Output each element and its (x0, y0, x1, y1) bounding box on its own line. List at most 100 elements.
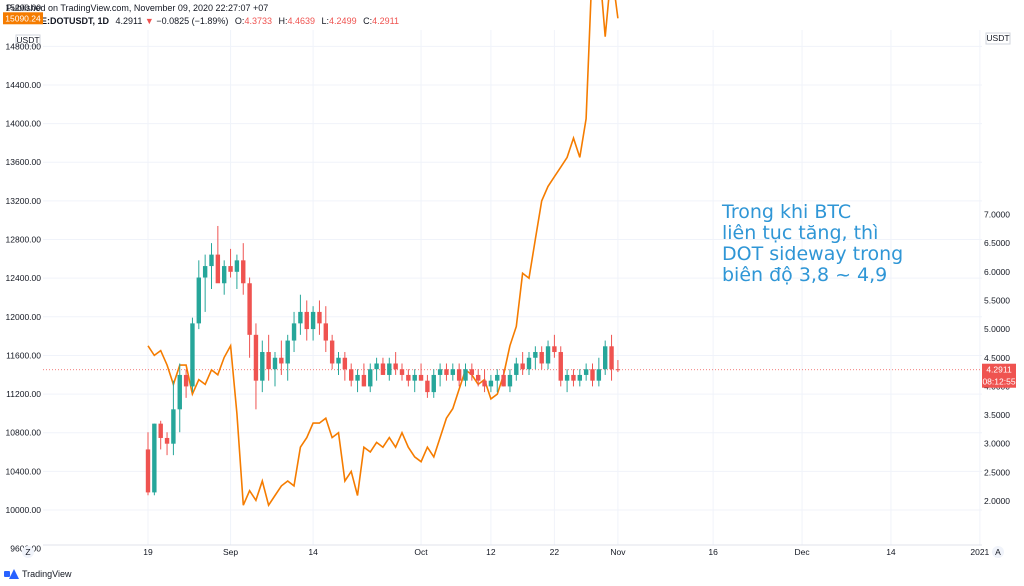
candle-body (323, 323, 328, 341)
x-tick-label: 16 (708, 547, 718, 557)
candle-body (603, 346, 608, 370)
left-tick-label: 10800.00 (6, 428, 42, 438)
high-value: 4.4639 (287, 16, 316, 26)
auto-scale-button[interactable] (992, 546, 1004, 558)
candle-body (393, 363, 398, 370)
candle-body (476, 374, 481, 381)
left-tick-label: 12400.00 (6, 273, 42, 283)
candle-body (222, 266, 227, 284)
candle-body (482, 380, 487, 387)
btc-price-badge: 15090.24 (5, 13, 41, 23)
left-axis-unit: USDT (16, 35, 39, 45)
candle-body (145, 449, 151, 493)
timezone-button[interactable] (22, 546, 34, 558)
left-tick-label: 14000.00 (6, 119, 42, 129)
candle-body (596, 369, 602, 381)
x-tick-label: Nov (610, 547, 626, 557)
candle-body (298, 311, 303, 324)
candle-body (228, 266, 233, 272)
grid (43, 30, 982, 545)
close-label: C: (363, 16, 373, 26)
right-tick-label: 3.0000 (984, 439, 1010, 449)
right-tick-label: 5.0000 (984, 324, 1010, 334)
candle-body (285, 340, 290, 364)
annotation-line-4: biên độ 3,8 ~ 4,9 (722, 264, 888, 286)
candle-body (310, 311, 316, 330)
x-tick-label: Oct (414, 547, 428, 557)
left-tick-label: 13200.00 (6, 196, 42, 206)
candle-body (336, 357, 341, 364)
candle-body (406, 374, 411, 381)
x-tick-label: 2021 (970, 547, 989, 557)
right-tick-label: 4.5000 (984, 353, 1010, 363)
close-value: 4.2911 (372, 16, 399, 26)
candle-body (552, 346, 557, 353)
candle-body (190, 323, 195, 387)
candle-body (514, 363, 519, 375)
candle-body (247, 283, 252, 335)
high-label: H: (278, 16, 288, 26)
candle-body (279, 357, 284, 364)
candle-body (571, 374, 576, 381)
x-tick-label: 22 (550, 547, 560, 557)
candle-body (291, 323, 297, 341)
annotation-line-2: liên tục tăng, thì (722, 222, 879, 244)
left-tick-label: 15200.00 (6, 3, 42, 13)
right-tick-label: 6.0000 (984, 267, 1010, 277)
candle-body (355, 374, 360, 381)
candle-body (183, 374, 189, 387)
chart-annotation: Trong khi BTC liên tục tăng, thì DOT sid… (722, 202, 922, 286)
timezone-z-icon: Z (25, 547, 30, 557)
auto-scale-a-icon: A (995, 547, 1001, 557)
change-arrow-icon: ▼ (144, 16, 154, 26)
axis-badges: 15090.24 4.2911 08:12:55 (3, 12, 1016, 388)
left-axis: USDT 16000.0015600.0015200.0014800.00144… (6, 3, 42, 554)
candle-body (412, 374, 417, 381)
candle-body (152, 423, 157, 493)
tradingview-branding[interactable]: TradingView (4, 569, 72, 579)
x-tick-label: 14 (308, 547, 318, 557)
symbol-legend: BINANCE:DOTUSDT, 1D 4.2911 ▼ −0.0825 (−1… (6, 16, 399, 26)
candle-body (317, 311, 322, 324)
candle-body (241, 260, 246, 284)
left-tick-label: 14400.00 (6, 80, 42, 90)
btc-price-badge-bg (3, 12, 43, 25)
low-label: L: (321, 16, 330, 26)
left-tick-label: 10000.00 (6, 505, 42, 515)
candle-body (361, 374, 367, 387)
candle-body (539, 352, 544, 364)
candle-body (558, 352, 563, 381)
price-badge-bg (982, 363, 1016, 388)
right-axis: USDT 7.0000 6.5000 6.0000 5.5000 5.0000 4.500… (984, 32, 1011, 506)
candle-body (196, 277, 201, 324)
candle-body (456, 369, 462, 381)
candle-body (533, 352, 538, 358)
candles-layer (145, 225, 621, 496)
last-price-badge: 4.2911 (986, 365, 1012, 375)
candle-body (583, 369, 589, 375)
candle-body (501, 374, 506, 387)
left-tick-label: 11600.00 (6, 350, 41, 360)
candle-body (520, 363, 525, 370)
candle-body (495, 374, 500, 381)
right-tick-label: 2.5000 (984, 467, 1010, 477)
candle-body (158, 423, 163, 438)
candle-body (329, 340, 335, 364)
open-value: 4.3733 (244, 16, 272, 26)
candle-body (507, 374, 513, 387)
right-axis-unit-box (985, 32, 1011, 45)
annotation-line-3: DOT sideway trong (722, 243, 904, 265)
x-tick-label: Dec (794, 547, 810, 557)
candle-body (564, 374, 570, 381)
published-caption: Published on TradingView.com, November 0… (6, 3, 269, 13)
candle-body (209, 254, 214, 267)
candle-body (374, 363, 379, 370)
candle-body (266, 352, 271, 370)
low-value: 4.2499 (329, 16, 357, 26)
candle-body (177, 374, 182, 410)
right-tick-label: 2.0000 (984, 496, 1010, 506)
candle-body (368, 369, 373, 387)
candle-body (349, 369, 354, 381)
change-value: −0.0825 (−1.89%) (156, 16, 229, 26)
